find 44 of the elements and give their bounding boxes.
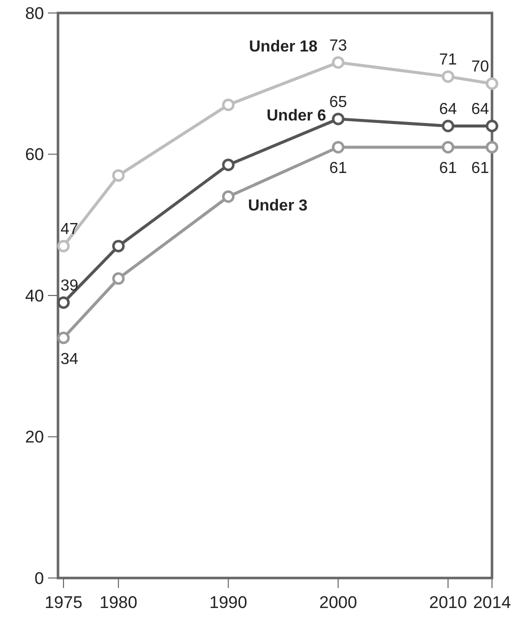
x-tick-label: 1980 — [100, 593, 138, 612]
point — [222, 190, 235, 203]
point — [57, 240, 70, 252]
point — [442, 120, 454, 132]
point — [332, 112, 344, 126]
x-tick-label: 1990 — [209, 593, 248, 612]
y-tick-label: 0 — [34, 568, 44, 588]
point — [222, 158, 235, 172]
data-label: 73 — [329, 37, 348, 54]
y-tick-label: 60 — [25, 145, 44, 164]
point — [112, 272, 125, 285]
data-label: 61 — [439, 160, 458, 178]
data-label: 34 — [60, 350, 78, 368]
point — [57, 332, 70, 344]
data-label: 61 — [329, 160, 348, 178]
data-label: 65 — [329, 94, 348, 111]
point — [442, 140, 454, 154]
data-label: 64 — [439, 101, 458, 118]
point — [222, 98, 235, 112]
y-tick-label: 20 — [25, 428, 44, 447]
point — [442, 70, 454, 83]
x-tick-label: 2000 — [319, 593, 358, 612]
data-label: 64 — [471, 101, 490, 118]
point — [112, 240, 125, 252]
point — [112, 169, 125, 182]
point — [332, 140, 344, 154]
x-tick-label: 2014 — [473, 593, 511, 612]
y-tick-label: 80 — [25, 4, 44, 23]
data-label: 61 — [471, 160, 490, 178]
series-label: Under 18 — [249, 38, 318, 56]
data-label: 47 — [60, 221, 78, 238]
x-tick-label: 2010 — [429, 593, 467, 612]
x-tick-label: 1975 — [44, 593, 82, 612]
point — [486, 140, 498, 154]
data-label: 39 — [60, 278, 78, 295]
point — [486, 120, 498, 132]
series-label: Under 6 — [266, 107, 326, 124]
point — [57, 296, 70, 309]
series-label: Under 3 — [248, 197, 308, 214]
y-tick-label: 40 — [25, 286, 44, 306]
point — [332, 56, 344, 69]
data-label: 70 — [471, 58, 490, 76]
point — [486, 77, 498, 90]
data-label: 71 — [439, 52, 458, 69]
